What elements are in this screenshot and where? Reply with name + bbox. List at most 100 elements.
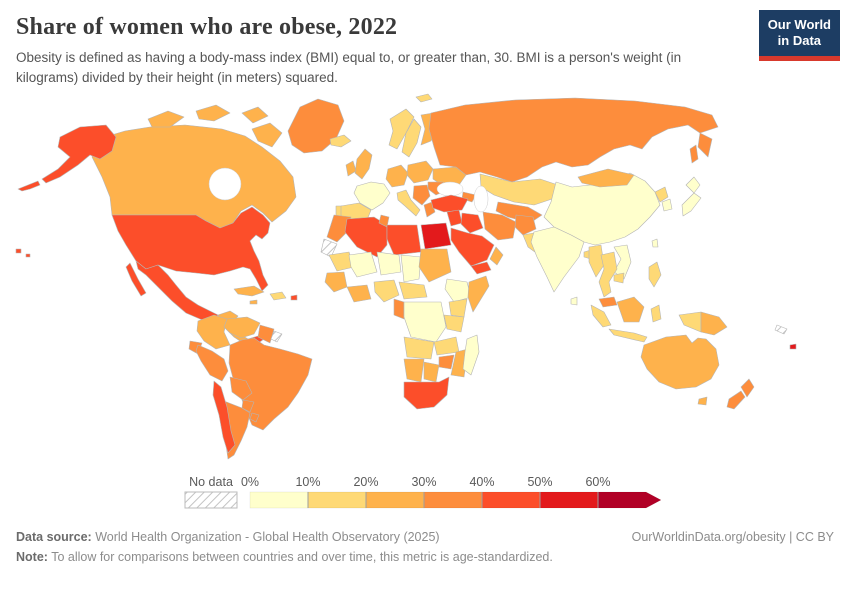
- region-canada[interactable]: [91, 124, 297, 229]
- region-taiwan[interactable]: [651, 238, 659, 248]
- region-kamchatka[interactable]: [697, 132, 713, 158]
- region-thailand[interactable]: [598, 251, 618, 298]
- region-germany[interactable]: [385, 164, 409, 188]
- region-oman[interactable]: [489, 246, 504, 266]
- region-aleutians[interactable]: [17, 180, 41, 192]
- region-uruguay[interactable]: [249, 412, 260, 423]
- attribution-link[interactable]: OurWorldinData.org/obesity | CC BY: [631, 530, 834, 545]
- region-myanmar[interactable]: [588, 244, 605, 278]
- legend-bin-2[interactable]: [365, 491, 425, 509]
- region-mozambique[interactable]: [450, 348, 469, 378]
- region-sri-lanka[interactable]: [570, 296, 578, 306]
- region-hawaii[interactable]: [15, 248, 31, 258]
- region-nigeria[interactable]: [373, 279, 400, 303]
- region-australia[interactable]: [640, 334, 720, 390]
- region-iran[interactable]: [482, 211, 517, 241]
- region-gabon-congo[interactable]: [393, 298, 405, 320]
- region-south-korea[interactable]: [661, 198, 673, 212]
- region-sakhalin[interactable]: [689, 144, 699, 164]
- region-tasmania[interactable]: [697, 396, 708, 406]
- legend-bin-3[interactable]: [423, 491, 483, 509]
- legend-bin-1[interactable]: [307, 491, 367, 509]
- region-kenya[interactable]: [448, 298, 468, 318]
- region-puerto-rico[interactable]: [290, 294, 298, 301]
- region-cuba[interactable]: [233, 285, 265, 297]
- region-angola[interactable]: [403, 336, 435, 360]
- region-morocco[interactable]: [326, 214, 352, 243]
- region-vietnam[interactable]: [613, 244, 632, 280]
- region-drc[interactable]: [403, 301, 447, 343]
- region-iceland[interactable]: [329, 134, 352, 148]
- region-yemen[interactable]: [470, 261, 492, 275]
- region-egypt[interactable]: [420, 222, 452, 250]
- region-mali[interactable]: [348, 251, 378, 278]
- region-france[interactable]: [353, 181, 391, 211]
- region-algeria[interactable]: [344, 216, 388, 258]
- no-data-swatch[interactable]: [184, 491, 238, 509]
- region-peru[interactable]: [195, 344, 229, 382]
- region-somalia[interactable]: [467, 275, 490, 313]
- region-turkey[interactable]: [430, 194, 469, 213]
- region-south-africa[interactable]: [403, 376, 450, 410]
- region-levant[interactable]: [446, 209, 463, 227]
- region-chad[interactable]: [400, 254, 422, 283]
- region-nz-south[interactable]: [726, 390, 746, 410]
- region-baja[interactable]: [125, 262, 147, 297]
- region-russia[interactable]: [428, 97, 719, 183]
- region-arctic-islands[interactable]: [147, 104, 283, 148]
- region-west-africa[interactable]: [324, 271, 348, 293]
- region-new-caledonia[interactable]: [774, 324, 788, 335]
- region-borneo[interactable]: [616, 296, 645, 323]
- region-paraguay[interactable]: [241, 399, 255, 413]
- region-balkans[interactable]: [412, 184, 431, 206]
- region-tanzania[interactable]: [443, 314, 465, 333]
- region-sulawesi[interactable]: [650, 304, 662, 323]
- region-guyanas[interactable]: [257, 324, 275, 344]
- region-botswana[interactable]: [423, 361, 440, 383]
- region-kazakhstan[interactable]: [479, 173, 559, 206]
- region-sudan[interactable]: [418, 248, 452, 283]
- region-mongolia[interactable]: [577, 168, 635, 188]
- region-sweden[interactable]: [401, 118, 422, 158]
- region-ivory-ghana[interactable]: [346, 284, 372, 303]
- region-fiji[interactable]: [789, 343, 797, 350]
- region-saudi-arabia[interactable]: [450, 227, 495, 267]
- region-papua-indonesia[interactable]: [678, 311, 702, 333]
- region-nz-north[interactable]: [740, 378, 755, 398]
- region-java[interactable]: [608, 328, 648, 343]
- region-alaska[interactable]: [41, 124, 117, 184]
- region-ethiopia[interactable]: [444, 278, 472, 303]
- owid-logo[interactable]: Our World in Data: [758, 10, 840, 61]
- region-cambodia[interactable]: [613, 272, 625, 284]
- region-venezuela[interactable]: [223, 316, 261, 339]
- legend-bin-5[interactable]: [539, 491, 599, 509]
- region-namibia[interactable]: [403, 358, 425, 383]
- legend-bin-0[interactable]: [249, 491, 309, 509]
- region-hispaniola[interactable]: [269, 291, 287, 301]
- region-svalbard[interactable]: [415, 93, 433, 103]
- region-zimbabwe[interactable]: [438, 354, 455, 370]
- region-ireland[interactable]: [345, 160, 357, 177]
- region-north-korea[interactable]: [654, 186, 669, 203]
- region-chile[interactable]: [212, 380, 236, 454]
- region-jamaica[interactable]: [249, 299, 258, 305]
- region-italy[interactable]: [396, 189, 421, 217]
- region-sumatra[interactable]: [590, 304, 612, 328]
- region-png[interactable]: [700, 311, 728, 336]
- region-malaysia[interactable]: [598, 296, 618, 308]
- region-norway[interactable]: [388, 108, 415, 150]
- region-madagascar[interactable]: [462, 334, 480, 376]
- region-cameroon-car[interactable]: [398, 281, 428, 300]
- region-afghanistan[interactable]: [514, 214, 537, 236]
- region-japan[interactable]: [681, 176, 702, 217]
- region-libya[interactable]: [386, 224, 422, 256]
- region-philippines[interactable]: [648, 261, 662, 288]
- region-uk[interactable]: [354, 148, 373, 180]
- region-india[interactable]: [530, 226, 585, 293]
- region-iraq[interactable]: [460, 212, 484, 234]
- region-central-europe[interactable]: [406, 160, 434, 184]
- region-french-guiana[interactable]: [270, 330, 283, 343]
- legend-bin-4[interactable]: [481, 491, 541, 509]
- region-niger[interactable]: [376, 251, 402, 276]
- region-bolivia[interactable]: [229, 376, 253, 401]
